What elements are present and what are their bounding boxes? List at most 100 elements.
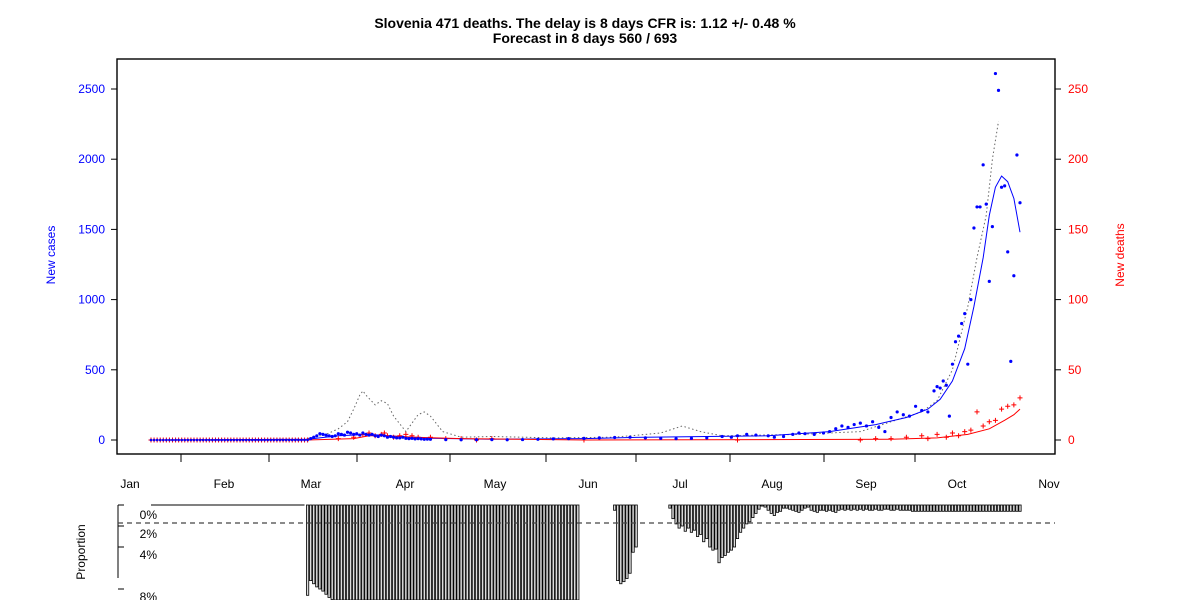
cases-point xyxy=(834,427,838,431)
deaths-point xyxy=(943,434,949,440)
cases-point xyxy=(318,432,322,436)
y-left-tick-label: 1500 xyxy=(78,222,105,236)
cases-point xyxy=(275,438,279,442)
proportion-bar xyxy=(806,504,810,508)
x-tick-label: Sep xyxy=(855,477,877,491)
proportion-bar xyxy=(769,504,773,514)
proportion-bar xyxy=(745,504,749,525)
cases-point xyxy=(938,386,942,390)
cases-point xyxy=(214,438,217,442)
proportion-bar xyxy=(364,504,368,601)
cases-point xyxy=(969,298,973,302)
proportion-bar xyxy=(978,504,982,512)
proportion-bar xyxy=(834,504,838,513)
y-right-tick-label: 250 xyxy=(1068,82,1088,96)
proportion-bar xyxy=(379,504,383,601)
cases-point xyxy=(1015,153,1019,157)
cases-point xyxy=(505,438,509,442)
cases-point xyxy=(260,438,263,442)
proportion-tick-label: 4% xyxy=(140,548,158,562)
proportion-bar xyxy=(981,504,985,512)
chart-title-group: Slovenia 471 deaths. The delay is 8 days… xyxy=(374,15,796,46)
cases-point xyxy=(168,438,171,442)
deaths-point xyxy=(999,406,1005,412)
cases-point xyxy=(321,432,325,436)
cases-point xyxy=(981,163,985,167)
proportion-bar xyxy=(788,504,792,510)
proportion-bar xyxy=(536,504,540,601)
proportion-bar xyxy=(824,504,829,512)
cases-point xyxy=(745,432,749,436)
x-tick-label: Nov xyxy=(1038,477,1059,491)
proportion-bar xyxy=(349,504,353,601)
cases-point xyxy=(284,438,288,442)
proportion-bar xyxy=(923,504,927,512)
chart-title-line-1: Slovenia 471 deaths. The delay is 8 days… xyxy=(374,15,796,31)
cases-point xyxy=(459,438,463,442)
proportion-bar xyxy=(567,504,571,601)
proportion-bar xyxy=(840,504,844,510)
proportion-bar xyxy=(392,504,396,601)
cases-point xyxy=(404,436,408,440)
cases-point xyxy=(821,431,826,435)
cases-point xyxy=(877,425,881,429)
cases-point xyxy=(171,438,174,442)
cases-point xyxy=(840,424,844,428)
cases-point xyxy=(993,71,998,76)
cases-point xyxy=(385,435,390,439)
cases-point xyxy=(932,389,936,393)
cases-point xyxy=(269,438,273,442)
cases-point xyxy=(330,434,334,439)
proportion-bar xyxy=(957,504,961,512)
proportion-bar xyxy=(901,504,905,511)
cases-point xyxy=(871,420,875,424)
cases-forecast-line xyxy=(307,121,999,440)
cases-point xyxy=(229,438,233,442)
proportion-bar xyxy=(892,504,896,511)
proportion-bar xyxy=(800,504,804,511)
deaths-point xyxy=(986,419,992,425)
proportion-bar xyxy=(987,504,991,512)
cases-point xyxy=(984,202,988,206)
proportion-bar xyxy=(996,504,1001,512)
proportion-bar xyxy=(766,504,770,511)
proportion-bar xyxy=(705,504,709,539)
cases-point xyxy=(846,425,850,429)
cases-point xyxy=(582,436,586,440)
cases-point xyxy=(705,436,709,440)
cases-point xyxy=(223,438,226,442)
proportion-bar xyxy=(692,504,697,531)
cases-point xyxy=(416,436,420,441)
cases-point xyxy=(428,437,433,441)
proportion-bar xyxy=(843,504,847,511)
cases-point xyxy=(192,438,196,442)
proportion-bar xyxy=(914,504,918,512)
proportion-bar xyxy=(717,504,721,564)
proportion-tick-label: 0% xyxy=(140,508,158,522)
proportion-bar xyxy=(1012,504,1016,512)
proportion-bar xyxy=(1015,504,1019,512)
cases-point xyxy=(373,434,377,438)
cases-point xyxy=(972,226,976,230)
proportion-bar xyxy=(929,504,933,512)
cases-point xyxy=(425,437,429,441)
proportion-bar xyxy=(327,504,331,598)
deaths-point xyxy=(925,436,931,442)
proportion-bar xyxy=(950,504,954,512)
proportion-bar xyxy=(846,504,850,510)
proportion-bar xyxy=(760,504,764,507)
cases-point xyxy=(297,438,300,442)
cases-point xyxy=(987,279,991,283)
deaths-point xyxy=(968,427,974,433)
proportion-bar xyxy=(751,504,755,519)
y-right-tick-label: 200 xyxy=(1068,152,1088,166)
cases-point xyxy=(407,436,411,441)
proportion-bar xyxy=(570,504,574,601)
proportion-bar xyxy=(1003,504,1007,512)
x-tick-label: Jan xyxy=(120,477,139,491)
cases-point xyxy=(183,438,187,442)
cases-point xyxy=(901,413,905,417)
proportion-bar xyxy=(941,504,945,512)
proportion-bar xyxy=(699,504,703,535)
proportion-bar xyxy=(465,504,469,601)
